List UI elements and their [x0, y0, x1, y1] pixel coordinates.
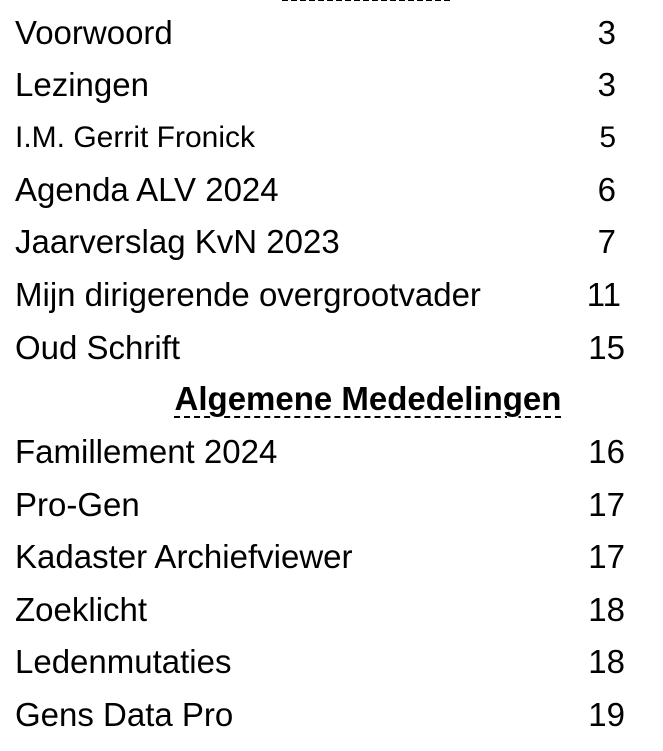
- toc-entry[interactable]: Pro-Gen 17: [15, 483, 625, 527]
- toc-entry[interactable]: I.M. Gerrit Fronick 5: [15, 116, 625, 160]
- toc-entry-title: Kadaster Archiefviewer: [15, 538, 353, 575]
- toc-entry-page: 5: [599, 121, 616, 154]
- toc-entry-page: 7: [597, 223, 616, 260]
- toc-entry-page: 18: [588, 591, 625, 628]
- toc-entry-page: 17: [588, 486, 625, 523]
- toc-entry-title: Gens Data Pro: [15, 696, 234, 733]
- toc-entry-title: Mijn dirigerende overgrootvader: [15, 276, 481, 313]
- toc-entry-title: Pro-Gen: [15, 486, 140, 523]
- toc-entry[interactable]: Oud Schrift 15: [15, 326, 625, 370]
- toc-entry[interactable]: Lezingen 3: [15, 63, 625, 107]
- toc-entry-page: 19: [588, 696, 625, 733]
- toc-entry[interactable]: Jaarverslag KvN 2023 7: [15, 220, 625, 264]
- toc-entry-page: 11: [586, 276, 621, 313]
- toc-entry[interactable]: Famillement 2024 16: [15, 430, 625, 474]
- toc-entry-title: Voorwoord: [15, 14, 173, 51]
- toc-entry-page: 17: [588, 538, 625, 575]
- section-heading-text: Algemene Mededelingen: [174, 380, 562, 417]
- toc-entry-title: Lezingen: [15, 66, 149, 103]
- toc-entry-page: 3: [597, 66, 616, 103]
- toc-entry[interactable]: Kadaster Archiefviewer 17: [15, 535, 625, 579]
- toc-entry[interactable]: Mijn dirigerende overgrootvader 11: [15, 273, 625, 317]
- toc-entry[interactable]: Gens Data Pro 19: [15, 693, 625, 737]
- toc-entry-title: Ledenmutaties: [15, 643, 232, 680]
- toc-entry-page: 15: [588, 329, 625, 366]
- toc-entry-page: 3: [597, 14, 616, 51]
- toc-entry-title: Zoeklicht: [15, 591, 148, 628]
- toc-entry-title: Oud Schrift: [15, 329, 181, 366]
- toc-entry[interactable]: Ledenmutaties 18: [15, 640, 625, 684]
- toc-entry-title: Famillement 2024: [15, 433, 278, 470]
- section-heading: Algemene Mededelingen: [0, 377, 663, 421]
- toc-entry-title: I.M. Gerrit Fronick: [15, 121, 256, 154]
- toc-entry-title: Agenda ALV 2024: [15, 171, 279, 208]
- toc-entry[interactable]: Voorwoord 3: [15, 11, 625, 55]
- toc-entry-title: Jaarverslag KvN 2023: [15, 223, 340, 260]
- section-heading-underline-fragment: [282, 0, 450, 1]
- toc-entry-page: 6: [597, 171, 616, 208]
- toc-entry-page: 18: [588, 643, 625, 680]
- toc-entry[interactable]: Zoeklicht 18: [15, 588, 625, 632]
- toc-entry-page: 16: [588, 433, 625, 470]
- toc-entry[interactable]: Agenda ALV 2024 6: [15, 168, 625, 212]
